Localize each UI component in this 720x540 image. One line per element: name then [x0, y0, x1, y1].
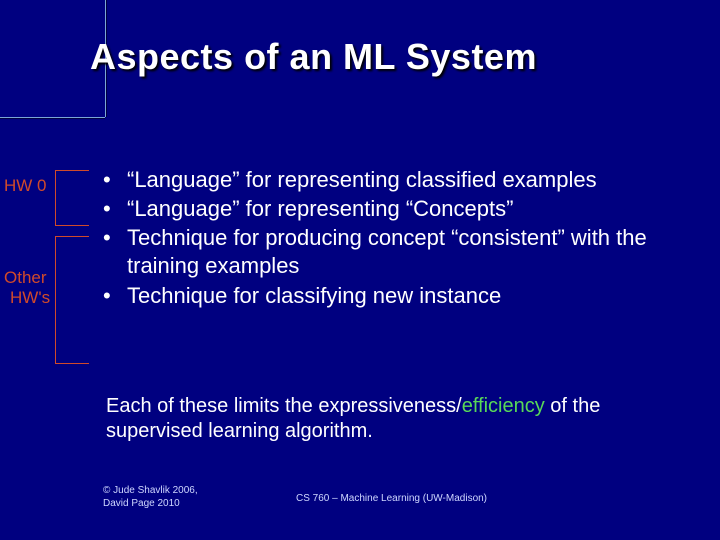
summary-text: Each of these limits the expressiveness/… [106, 394, 686, 444]
side-label-other-hws: Other HW's [4, 268, 50, 307]
summary-expressiveness: expressiveness [318, 395, 456, 417]
footer-left: © Jude Shavlik 2006, David Page 2010 [103, 484, 198, 510]
summary-prefix: Each of these limits the [106, 395, 318, 417]
slide-title: Aspects of an ML System [90, 36, 537, 78]
bullet-list: “Language” for representing classified e… [99, 166, 699, 311]
side-label-other-line2: HW's [4, 288, 50, 308]
footer-right: CS 760 – Machine Learning (UW-Madison) [296, 493, 487, 504]
footer-copyright-line1: © Jude Shavlik 2006, [103, 485, 198, 496]
bullet-item: “Language” for representing classified e… [99, 166, 699, 194]
summary-efficiency: efficiency [462, 395, 545, 417]
decor-horizontal-line [0, 117, 105, 118]
bracket-other-hws [55, 236, 89, 364]
side-label-hw0: HW 0 [4, 176, 47, 196]
bullet-item: Technique for producing concept “consist… [99, 224, 699, 280]
side-label-other-line1: Other [4, 268, 47, 287]
bullet-item: “Language” for representing “Concepts” [99, 195, 699, 223]
bullet-item: Technique for classifying new instance [99, 282, 699, 310]
footer-copyright-line2: David Page 2010 [103, 498, 180, 509]
bracket-hw0 [55, 170, 89, 226]
